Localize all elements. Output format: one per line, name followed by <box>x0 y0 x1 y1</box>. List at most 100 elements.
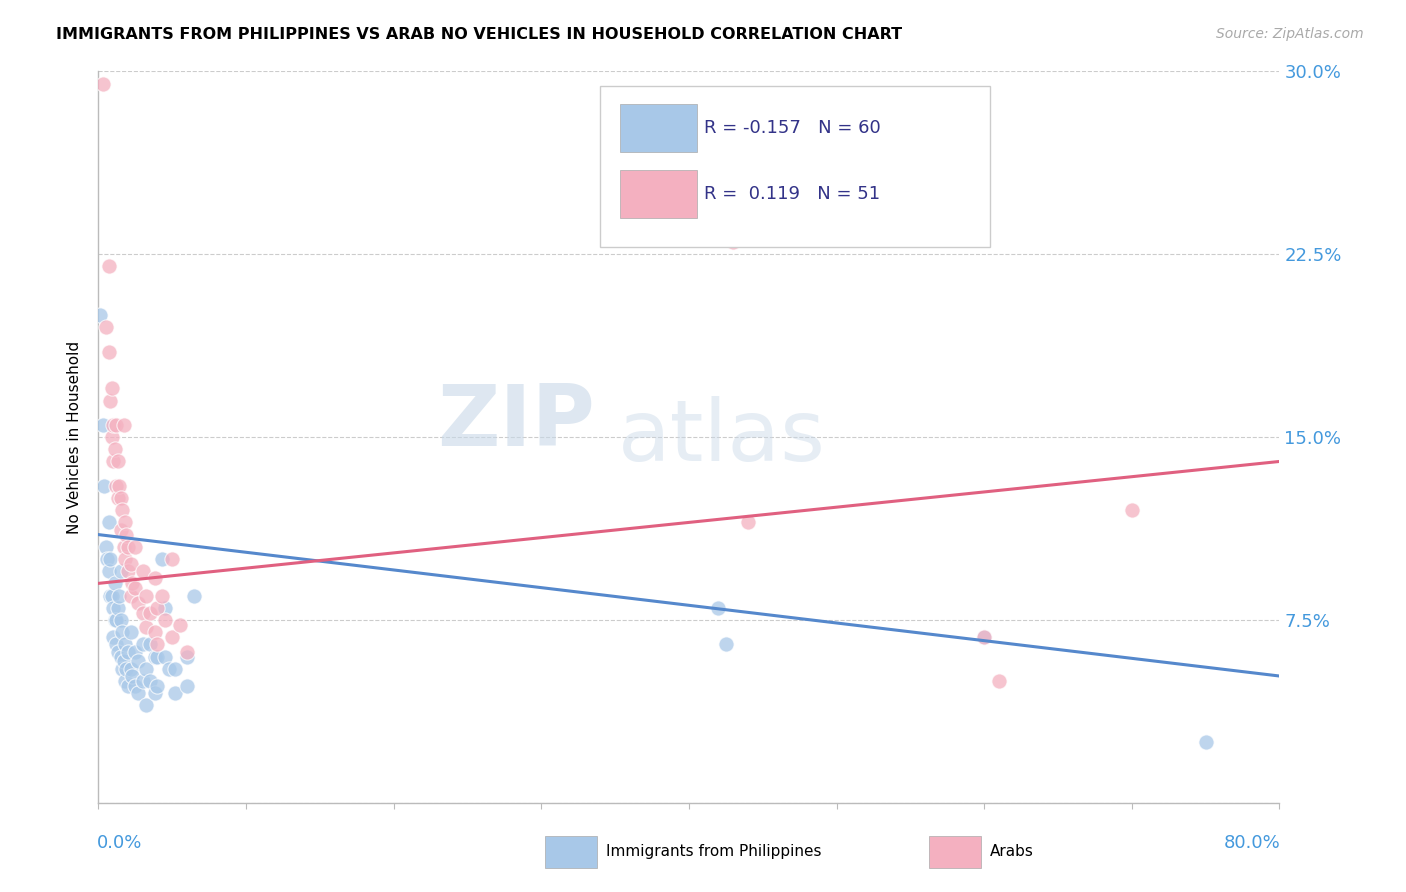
Point <box>104 442 127 457</box>
Point <box>112 654 135 668</box>
Point <box>153 649 176 664</box>
Point <box>165 662 187 676</box>
Point <box>714 637 737 651</box>
Point <box>115 527 138 541</box>
Point <box>107 454 129 468</box>
Point <box>157 662 180 676</box>
Text: Arabs: Arabs <box>990 845 1033 859</box>
Point <box>121 669 143 683</box>
Point <box>117 564 139 578</box>
Point <box>176 645 198 659</box>
Point <box>120 662 142 676</box>
Point <box>93 479 115 493</box>
Point <box>146 679 169 693</box>
Point <box>124 679 146 693</box>
Point <box>176 679 198 693</box>
Point <box>114 516 136 530</box>
Point <box>139 673 162 688</box>
Text: R =  0.119   N = 51: R = 0.119 N = 51 <box>704 185 880 202</box>
Point <box>176 649 198 664</box>
Point <box>162 552 183 566</box>
Point <box>737 516 759 530</box>
Text: ZIP: ZIP <box>437 381 595 464</box>
Point <box>973 630 995 644</box>
Point <box>104 613 127 627</box>
Point <box>107 491 129 505</box>
Point <box>112 540 135 554</box>
Point <box>110 613 132 627</box>
Point <box>987 673 1010 688</box>
Point <box>107 645 129 659</box>
Point <box>105 479 128 493</box>
Point <box>135 662 157 676</box>
Point <box>143 572 166 586</box>
Point <box>150 552 173 566</box>
Point <box>183 589 205 603</box>
Point <box>139 606 162 620</box>
Point <box>110 564 132 578</box>
Text: 0.0%: 0.0% <box>97 833 142 852</box>
Point <box>104 576 127 591</box>
Point <box>100 589 122 603</box>
Point <box>110 649 132 664</box>
Y-axis label: No Vehicles in Household: No Vehicles in Household <box>67 341 83 533</box>
Point <box>112 417 135 432</box>
Point <box>97 564 120 578</box>
Point <box>127 654 149 668</box>
Point <box>139 637 162 651</box>
FancyBboxPatch shape <box>929 836 980 868</box>
Point <box>132 637 155 651</box>
Point <box>1195 735 1218 749</box>
Point <box>153 600 176 615</box>
FancyBboxPatch shape <box>546 836 596 868</box>
Point <box>91 417 114 432</box>
Point <box>162 630 183 644</box>
Point <box>1121 503 1143 517</box>
Point <box>117 540 139 554</box>
Point <box>127 686 149 700</box>
Point <box>120 625 142 640</box>
Point <box>98 589 121 603</box>
Point <box>121 576 143 591</box>
Point <box>124 645 146 659</box>
Point <box>108 589 131 603</box>
Point <box>127 596 149 610</box>
FancyBboxPatch shape <box>600 86 990 247</box>
Point <box>107 600 129 615</box>
Point <box>98 393 121 408</box>
Point <box>117 679 139 693</box>
Point <box>115 662 138 676</box>
Point <box>111 662 134 676</box>
Point <box>103 630 125 644</box>
Text: Source: ZipAtlas.com: Source: ZipAtlas.com <box>1216 27 1364 41</box>
Point <box>120 557 142 571</box>
Point <box>165 686 187 700</box>
Point <box>114 673 136 688</box>
Point <box>103 600 125 615</box>
Point <box>103 417 125 432</box>
Text: R = -0.157   N = 60: R = -0.157 N = 60 <box>704 119 882 136</box>
Point <box>143 686 166 700</box>
Point <box>973 630 995 644</box>
Point <box>135 620 157 634</box>
Text: atlas: atlas <box>619 395 827 479</box>
Point <box>110 491 132 505</box>
Point <box>124 540 146 554</box>
Point <box>146 649 169 664</box>
Point <box>132 606 155 620</box>
Text: Immigrants from Philippines: Immigrants from Philippines <box>606 845 821 859</box>
Point <box>707 600 730 615</box>
Point <box>124 581 146 595</box>
Point <box>105 637 128 651</box>
FancyBboxPatch shape <box>620 170 697 218</box>
Point <box>120 589 142 603</box>
Point <box>135 698 157 713</box>
Point <box>110 523 132 537</box>
Point <box>111 625 134 640</box>
Point <box>117 645 139 659</box>
Point <box>114 552 136 566</box>
Point <box>105 613 128 627</box>
Point <box>97 344 120 359</box>
Point <box>103 454 125 468</box>
Point <box>94 320 117 334</box>
